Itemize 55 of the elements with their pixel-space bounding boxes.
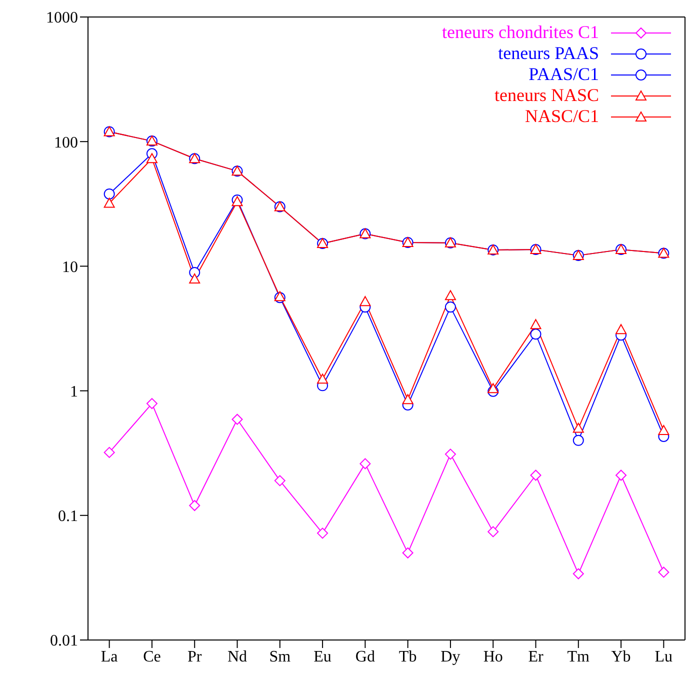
point xyxy=(402,394,414,404)
x-tick-label: Dy xyxy=(440,648,460,666)
point xyxy=(189,500,200,512)
x-tick-label: La xyxy=(100,648,118,666)
point xyxy=(616,324,627,334)
x-tick-label: Tm xyxy=(567,648,590,666)
legend-label: PAAS/C1 xyxy=(528,64,599,85)
point xyxy=(274,475,286,486)
point xyxy=(530,328,542,340)
point xyxy=(104,198,115,208)
point xyxy=(360,458,371,470)
point xyxy=(189,273,200,284)
x-tick-label: Ho xyxy=(483,648,503,666)
x-tick-label: Gd xyxy=(355,648,375,666)
point xyxy=(444,448,456,460)
legend-label: teneurs PAAS xyxy=(498,43,599,64)
point xyxy=(530,470,542,481)
point xyxy=(572,434,584,446)
point xyxy=(530,319,542,330)
x-tick-label: Eu xyxy=(314,648,332,666)
y-tick-label: 1000 xyxy=(46,10,78,27)
point xyxy=(488,526,499,538)
point xyxy=(572,568,584,580)
point xyxy=(317,374,328,384)
point xyxy=(444,290,456,300)
legend-label: teneurs chondrites C1 xyxy=(442,22,599,43)
legend-label: NASC/C1 xyxy=(524,106,599,127)
point xyxy=(360,296,371,306)
point xyxy=(658,425,670,436)
y-tick-label: 100 xyxy=(54,134,78,152)
x-tick-label: Sm xyxy=(269,648,292,666)
x-tick-label: Yb xyxy=(611,648,631,666)
legend-label: teneurs NASC xyxy=(494,85,599,106)
point xyxy=(444,302,456,313)
x-tick-label: Pr xyxy=(187,648,202,666)
point xyxy=(317,528,328,539)
x-tick-label: Er xyxy=(528,648,544,666)
x-tick-label: Tb xyxy=(398,648,417,666)
point xyxy=(104,188,115,200)
x-tick-label: Nd xyxy=(227,648,248,666)
y-tick-label: 10 xyxy=(62,258,78,276)
point xyxy=(146,153,158,164)
point xyxy=(572,422,584,433)
point xyxy=(104,446,115,458)
point xyxy=(658,566,670,578)
point xyxy=(146,398,158,410)
x-tick-label: Lu xyxy=(654,648,673,666)
point xyxy=(488,383,499,394)
y-tick-label: 0.01 xyxy=(50,632,78,650)
y-tick-label: 1 xyxy=(70,383,78,400)
point xyxy=(402,547,414,558)
point xyxy=(616,470,627,481)
x-tick-label: Ce xyxy=(143,648,161,666)
y-tick-label: 0.1 xyxy=(58,508,78,526)
point xyxy=(232,414,243,425)
